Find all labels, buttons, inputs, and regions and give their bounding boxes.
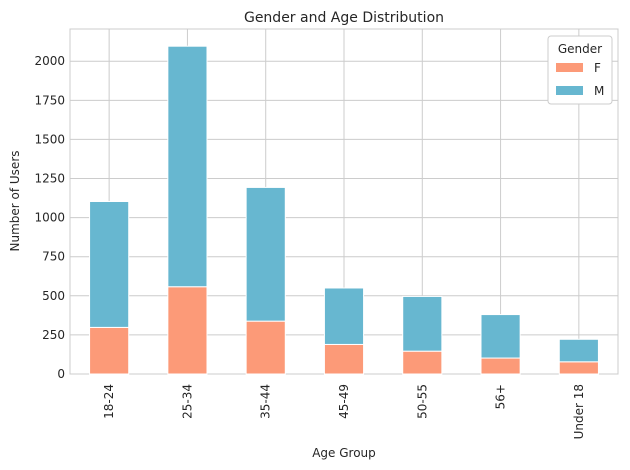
- bar-f-25-34: [167, 286, 208, 375]
- bar-f-35-44: [245, 320, 286, 375]
- y-tick-label: 1000: [34, 211, 65, 225]
- y-tick-label: 1250: [34, 172, 65, 186]
- bar-m-35-44: [245, 186, 286, 322]
- x-tick-label: 50-55: [415, 384, 429, 419]
- y-tick-label: 1500: [34, 132, 65, 146]
- y-tick-label: 0: [57, 367, 65, 381]
- y-tick-label: 250: [42, 328, 65, 342]
- bar-f-50-55: [402, 350, 443, 375]
- x-tick-label: 35-44: [259, 384, 273, 419]
- y-tick-label: 1750: [34, 93, 65, 107]
- bar-f-56+: [480, 357, 521, 375]
- bar-m-under-18: [558, 338, 599, 363]
- bar-m-56+: [480, 314, 521, 359]
- legend: Gender F M: [547, 35, 613, 105]
- bar-m-25-34: [167, 45, 208, 288]
- bar-f-45-49: [323, 343, 365, 375]
- x-tick-label: 25-34: [180, 384, 194, 419]
- bar-f-under-18: [558, 361, 599, 375]
- legend-label-m: M: [594, 84, 604, 98]
- legend-swatch-m: [556, 86, 583, 95]
- bars: [89, 45, 599, 375]
- y-axis-label: Number of Users: [8, 150, 22, 251]
- y-tick-label: 750: [42, 250, 65, 264]
- bar-m-18-24: [89, 201, 130, 328]
- x-ticks: 18-24 25-34 35-44 45-49 50-55 56+ Under 18: [102, 384, 586, 439]
- bar-m-45-49: [323, 287, 365, 345]
- bar-f-18-24: [89, 326, 130, 375]
- legend-label-f: F: [594, 61, 601, 75]
- bar-m-50-55: [402, 295, 443, 352]
- x-tick-label: 56+: [494, 384, 508, 409]
- y-tick-label: 500: [42, 289, 65, 303]
- legend-title: Gender: [558, 42, 602, 56]
- x-tick-label: Under 18: [572, 384, 586, 439]
- y-tick-label: 2000: [34, 54, 65, 68]
- x-axis-label: Age Group: [312, 446, 376, 460]
- y-ticks: 0 250 500 750 1000 1250 1500 1750 2000: [34, 54, 65, 381]
- legend-swatch-f: [556, 63, 583, 72]
- chart-title: Gender and Age Distribution: [244, 10, 444, 26]
- x-tick-label: 18-24: [102, 384, 116, 419]
- x-tick-label: 45-49: [337, 384, 351, 419]
